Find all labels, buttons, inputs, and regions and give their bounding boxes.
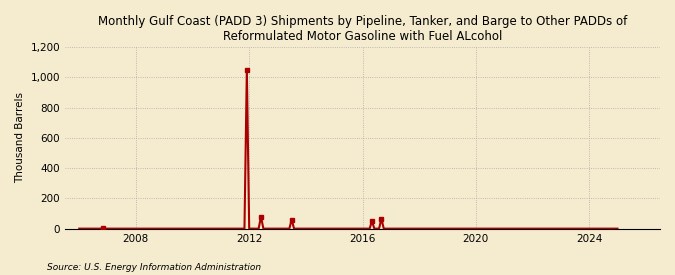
- Text: Source: U.S. Energy Information Administration: Source: U.S. Energy Information Administ…: [47, 263, 261, 272]
- Y-axis label: Thousand Barrels: Thousand Barrels: [15, 92, 25, 183]
- Title: Monthly Gulf Coast (PADD 3) Shipments by Pipeline, Tanker, and Barge to Other PA: Monthly Gulf Coast (PADD 3) Shipments by…: [98, 15, 627, 43]
